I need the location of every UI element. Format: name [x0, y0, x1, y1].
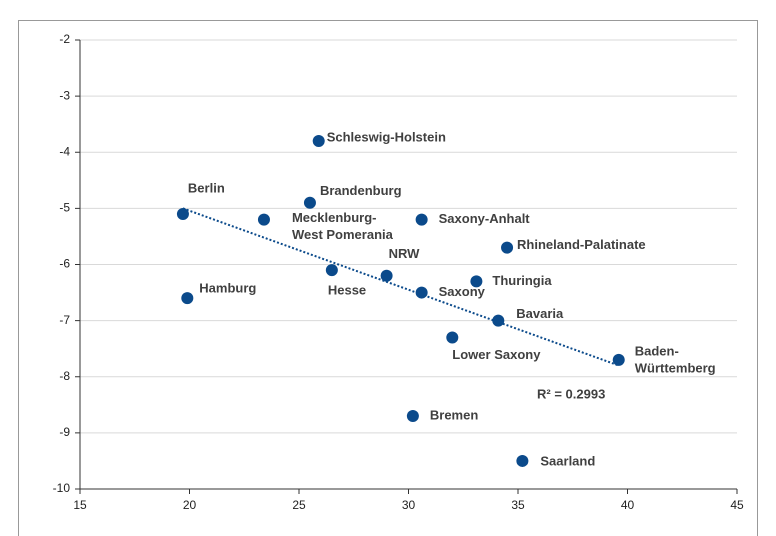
chart-frame [18, 20, 758, 536]
x-tick-label: 15 [73, 498, 87, 512]
x-tick-label: 30 [402, 498, 416, 512]
y-tick-label: -8 [59, 369, 70, 383]
point [415, 286, 428, 299]
point-label: Brandenburg [320, 183, 402, 198]
y-tick-label: -4 [59, 144, 70, 158]
point-label: Hesse [328, 283, 366, 298]
point-label: Bremen [430, 407, 478, 422]
point [257, 213, 270, 226]
point [415, 213, 428, 226]
point [312, 135, 325, 148]
y-tick-label: -7 [59, 313, 70, 327]
x-tick-label: 35 [511, 498, 525, 512]
y-tick-label: -2 [59, 32, 70, 46]
y-tick-label: -5 [59, 201, 70, 215]
point-label: Bavaria [516, 306, 564, 321]
point-label: Hamburg [199, 281, 256, 296]
r-squared: R² = 0.2993 [537, 386, 605, 401]
point [406, 410, 419, 423]
point-label: Saarland [540, 453, 595, 468]
point [470, 275, 483, 288]
point-label: Mecklenburg- [292, 210, 377, 225]
y-tick-label: -10 [53, 481, 71, 495]
x-tick-label: 40 [621, 498, 635, 512]
point-label: Schleswig-Holstein [327, 129, 446, 144]
point-label: West Pomerania [292, 227, 394, 242]
point [325, 264, 338, 277]
point-label: Lower Saxony [452, 347, 541, 362]
point [303, 196, 316, 209]
point-label: Berlin [188, 180, 225, 195]
y-tick-label: -6 [59, 257, 70, 271]
point-label: NRW [389, 246, 421, 261]
point [612, 353, 625, 366]
x-tick-label: 45 [730, 498, 744, 512]
point-label: Rhineland-Palatinate [517, 237, 646, 252]
point [501, 241, 514, 254]
point [176, 207, 189, 220]
y-tick-label: -3 [59, 88, 70, 102]
point [446, 331, 459, 344]
y-tick-label: -9 [59, 425, 70, 439]
point-label: Thuringia [492, 273, 552, 288]
point [516, 454, 529, 467]
point-label: Saxony [439, 284, 486, 299]
point [492, 314, 505, 327]
point-label: Württemberg [635, 360, 716, 375]
x-tick-label: 20 [183, 498, 197, 512]
trendline [182, 207, 620, 367]
point [181, 292, 194, 305]
point [380, 269, 393, 282]
point-label: Saxony-Anhalt [439, 211, 531, 226]
point-label: Baden- [635, 343, 679, 358]
x-tick-label: 25 [292, 498, 306, 512]
